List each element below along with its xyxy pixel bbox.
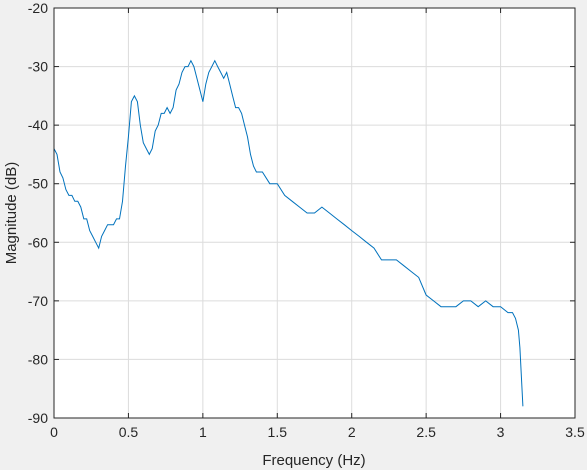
x-tick-labels: 0 0.5 1 1.5 2 2.5 3 3.5 [50,424,585,440]
y-tick-label: -90 [28,410,48,426]
y-tick-label: -40 [28,117,48,133]
x-tick-label: 0.5 [119,424,139,440]
y-tick-label: -70 [28,293,48,309]
x-tick-label: 2 [348,424,356,440]
y-tick-label: -60 [28,234,48,250]
x-tick-label: 3 [497,424,505,440]
y-tick-label: -80 [28,351,48,367]
y-tick-labels: -90 -80 -70 -60 -50 -40 -30 -20 [28,0,48,426]
y-tick-label: -20 [28,0,48,16]
x-axis-label: Frequency (Hz) [262,452,365,469]
y-tick-label: -30 [28,59,48,75]
y-tick-label: -50 [28,176,48,192]
plot-frame [53,7,576,419]
data-series-line [53,59,524,407]
axis-ticks [53,7,576,419]
x-tick-label: 1 [199,424,207,440]
x-tick-label: 3.5 [565,424,585,440]
x-tick-label: 1.5 [268,424,288,440]
y-axis-label: Magnitude (dB) [3,162,20,265]
x-tick-label: 0 [50,424,58,440]
x-tick-label: 2.5 [416,424,436,440]
